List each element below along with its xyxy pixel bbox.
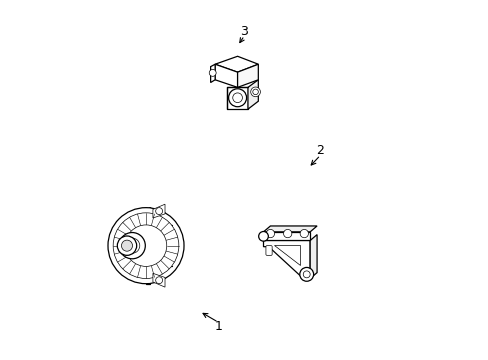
Polygon shape: [263, 232, 309, 240]
Polygon shape: [215, 56, 258, 72]
Circle shape: [232, 93, 242, 103]
Text: 2: 2: [316, 144, 324, 157]
Circle shape: [113, 213, 179, 279]
Circle shape: [117, 236, 136, 255]
Polygon shape: [263, 240, 309, 279]
Circle shape: [300, 229, 308, 238]
Text: 3: 3: [240, 25, 248, 38]
Polygon shape: [153, 273, 164, 287]
Polygon shape: [247, 80, 258, 109]
Polygon shape: [227, 87, 247, 109]
Circle shape: [119, 233, 145, 259]
Text: 1: 1: [214, 320, 222, 333]
Polygon shape: [273, 245, 299, 265]
Circle shape: [155, 208, 163, 215]
Circle shape: [258, 231, 268, 241]
Polygon shape: [215, 64, 237, 87]
Circle shape: [124, 238, 140, 253]
Circle shape: [266, 229, 274, 238]
Polygon shape: [210, 64, 215, 82]
Circle shape: [121, 240, 132, 251]
Polygon shape: [309, 235, 316, 279]
FancyBboxPatch shape: [265, 246, 272, 255]
Circle shape: [299, 267, 313, 281]
Circle shape: [252, 89, 258, 95]
Circle shape: [209, 69, 216, 76]
Polygon shape: [237, 64, 258, 87]
Polygon shape: [153, 204, 164, 218]
Polygon shape: [263, 226, 316, 232]
Circle shape: [228, 89, 246, 107]
Circle shape: [108, 208, 183, 284]
Ellipse shape: [145, 208, 154, 284]
Circle shape: [303, 271, 309, 278]
Circle shape: [125, 225, 166, 266]
Circle shape: [283, 229, 291, 238]
FancyBboxPatch shape: [149, 225, 172, 266]
Circle shape: [250, 87, 260, 97]
Circle shape: [155, 277, 163, 284]
